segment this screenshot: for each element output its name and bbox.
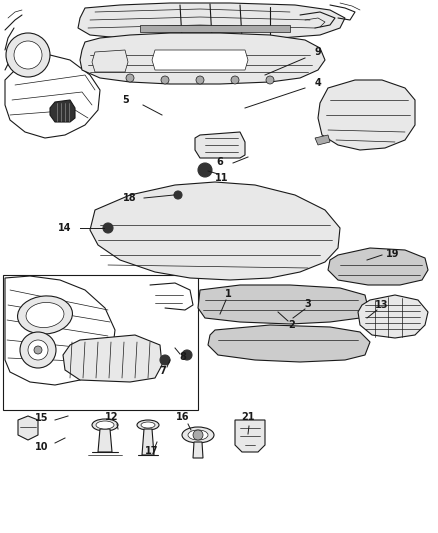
Circle shape [174,191,182,199]
Polygon shape [315,135,330,145]
Polygon shape [140,25,290,32]
Polygon shape [358,295,428,338]
Text: 6: 6 [217,157,223,167]
Text: 15: 15 [35,413,49,423]
Text: 7: 7 [159,366,166,376]
Text: 11: 11 [215,173,229,183]
Polygon shape [328,248,428,285]
Text: 16: 16 [176,412,190,422]
Text: 12: 12 [105,412,119,422]
Text: 21: 21 [241,412,255,422]
Text: 3: 3 [304,299,311,309]
Circle shape [182,350,192,360]
Text: 9: 9 [314,47,321,57]
Polygon shape [142,429,154,455]
Circle shape [266,76,274,84]
Ellipse shape [92,419,118,431]
Circle shape [6,33,50,77]
Circle shape [161,76,169,84]
Text: 14: 14 [58,223,72,233]
Circle shape [193,430,203,440]
Polygon shape [235,420,265,452]
Circle shape [126,74,134,82]
Circle shape [28,340,48,360]
Polygon shape [5,55,100,138]
Ellipse shape [137,420,159,430]
Text: 10: 10 [35,442,49,452]
Ellipse shape [26,302,64,328]
Polygon shape [90,182,340,280]
Polygon shape [195,132,245,158]
Polygon shape [208,325,370,362]
Circle shape [196,76,204,84]
Text: 19: 19 [386,249,400,259]
Text: 1: 1 [225,289,231,299]
Text: 13: 13 [375,300,389,310]
Polygon shape [5,276,115,385]
FancyBboxPatch shape [3,275,198,410]
Polygon shape [80,33,325,84]
Text: 18: 18 [123,193,137,203]
Circle shape [103,223,113,233]
Polygon shape [98,429,112,452]
Text: 5: 5 [123,95,129,105]
Text: 17: 17 [145,446,159,456]
Ellipse shape [18,296,72,334]
Circle shape [198,163,212,177]
Polygon shape [318,80,415,150]
Polygon shape [78,3,345,40]
Ellipse shape [188,430,208,440]
Text: 2: 2 [289,320,295,330]
Circle shape [160,355,170,365]
Ellipse shape [96,421,114,429]
Ellipse shape [141,422,155,428]
Polygon shape [152,50,248,70]
Text: 8: 8 [180,352,187,362]
Ellipse shape [182,427,214,443]
Polygon shape [198,285,368,324]
Polygon shape [63,335,162,382]
Circle shape [14,41,42,69]
Circle shape [231,76,239,84]
Circle shape [20,332,56,368]
Polygon shape [18,416,38,440]
Circle shape [34,346,42,354]
Text: 4: 4 [314,78,321,88]
Polygon shape [193,442,203,458]
Polygon shape [92,50,128,72]
Polygon shape [50,100,75,122]
